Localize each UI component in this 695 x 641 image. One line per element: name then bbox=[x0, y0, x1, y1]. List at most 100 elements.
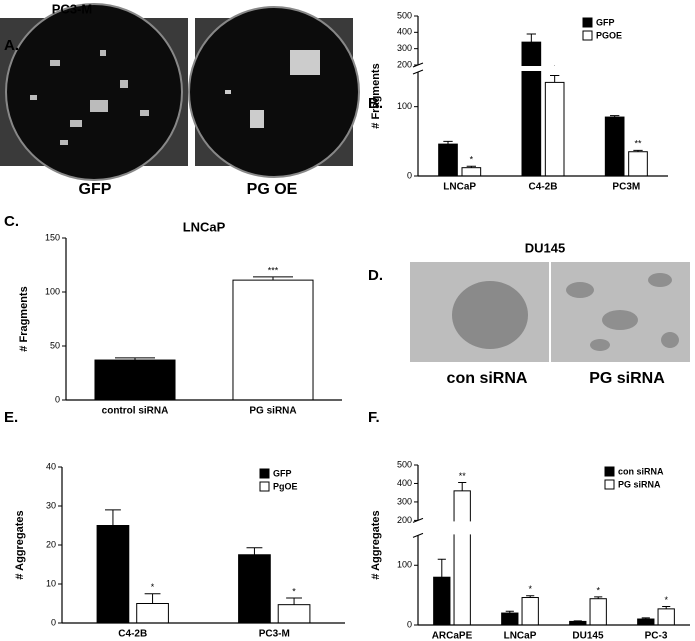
error-bar bbox=[594, 596, 603, 599]
x-tick-label: DU145 bbox=[572, 631, 604, 641]
y-tick-label: 0 bbox=[407, 619, 412, 629]
panel-title: DU145 bbox=[525, 240, 565, 255]
well bbox=[5, 3, 183, 181]
x-tick-label: C4-2B bbox=[529, 182, 558, 193]
legend-swatch bbox=[604, 479, 615, 490]
bar bbox=[136, 603, 169, 624]
y-tick-label: 10 bbox=[46, 578, 56, 588]
y-axis-label: # Aggregates bbox=[370, 510, 382, 579]
significance: * bbox=[596, 585, 600, 595]
fragments bbox=[225, 50, 320, 128]
bar bbox=[501, 612, 519, 626]
bar bbox=[461, 167, 482, 177]
y-tick-label: 300 bbox=[397, 496, 412, 506]
y-tick-label: 20 bbox=[46, 539, 56, 549]
bar bbox=[94, 359, 176, 401]
x-tick-label: PC3M bbox=[612, 182, 640, 193]
caption: PG OE bbox=[247, 181, 298, 198]
bar bbox=[589, 598, 607, 626]
x-tick-label: ARCaPE bbox=[432, 631, 473, 641]
error-bar bbox=[550, 74, 560, 83]
error-bar bbox=[526, 595, 535, 598]
x-tick-label: PG siRNA bbox=[249, 406, 296, 417]
error-bar bbox=[610, 115, 620, 118]
x-tick-label: LNCaP bbox=[443, 182, 476, 193]
panel-letter: F. bbox=[368, 409, 380, 426]
significance: * bbox=[292, 586, 296, 596]
well bbox=[188, 6, 360, 178]
y-tick-label: 400 bbox=[397, 478, 412, 488]
y-axis-label: # Fragments bbox=[18, 286, 30, 351]
bar bbox=[657, 608, 675, 626]
legend-label: con siRNA bbox=[618, 466, 664, 476]
error-bar bbox=[114, 357, 156, 361]
legend-swatch bbox=[604, 466, 615, 477]
error-bar bbox=[633, 149, 643, 152]
legend-label: GFP bbox=[273, 468, 292, 478]
error-bar bbox=[466, 165, 476, 168]
bar bbox=[628, 151, 648, 177]
panel-letter: D. bbox=[368, 267, 383, 284]
significance: ** bbox=[634, 139, 642, 149]
significance: *** bbox=[268, 265, 279, 275]
y-tick-label: 100 bbox=[397, 560, 412, 570]
bar bbox=[238, 554, 271, 624]
y-tick-label: 100 bbox=[397, 101, 412, 111]
panel-letter: A. bbox=[4, 37, 19, 54]
legend-label: GFP bbox=[596, 17, 615, 27]
panel-title: PC3-M bbox=[52, 1, 92, 16]
y-tick-label: 50 bbox=[50, 340, 60, 350]
y-axis-label: # Aggregates bbox=[14, 510, 26, 579]
bar bbox=[521, 597, 539, 626]
y-tick-label: 0 bbox=[407, 170, 412, 180]
caption: con siRNA bbox=[447, 370, 528, 387]
error-bar bbox=[144, 593, 161, 604]
error-bar bbox=[286, 597, 302, 605]
significance: * bbox=[151, 582, 155, 592]
legend-label: PGOE bbox=[596, 30, 622, 40]
error-bar bbox=[573, 620, 582, 622]
y-tick-label: 500 bbox=[397, 10, 412, 20]
y-tick-label: 30 bbox=[46, 500, 56, 510]
bar bbox=[433, 576, 451, 626]
error-bar bbox=[437, 558, 446, 578]
legend-swatch bbox=[582, 30, 593, 41]
bar bbox=[521, 41, 542, 177]
y-tick-label: 400 bbox=[397, 27, 412, 37]
error-bar bbox=[641, 617, 650, 620]
y-tick-label: 300 bbox=[397, 43, 412, 53]
bar bbox=[438, 143, 458, 177]
panel-letter: B. bbox=[368, 95, 383, 112]
significance: * bbox=[528, 584, 532, 594]
bar bbox=[453, 490, 471, 626]
x-tick-label: control siRNA bbox=[102, 406, 169, 417]
y-tick-label: 200 bbox=[397, 515, 412, 525]
x-tick-label: LNCaP bbox=[504, 631, 537, 641]
panel-title: LNCaP bbox=[183, 219, 226, 234]
x-tick-label: PC3-M bbox=[259, 629, 290, 640]
legend-label: PG siRNA bbox=[618, 479, 661, 489]
error-bar bbox=[526, 33, 536, 43]
y-tick-label: 200 bbox=[397, 59, 412, 69]
y-axis-label: # Fragments bbox=[370, 63, 382, 128]
significance: * bbox=[664, 595, 668, 605]
bar bbox=[96, 525, 130, 624]
bar bbox=[232, 279, 314, 401]
axis-break bbox=[412, 521, 690, 535]
bar bbox=[604, 116, 625, 177]
significance: ** bbox=[459, 471, 467, 481]
bar bbox=[637, 618, 655, 626]
legend-swatch bbox=[259, 468, 270, 479]
legend-swatch bbox=[582, 17, 593, 28]
bar bbox=[277, 604, 311, 624]
cell-cluster bbox=[452, 281, 528, 349]
bar bbox=[544, 81, 565, 177]
y-tick-label: 0 bbox=[51, 617, 56, 627]
cell-clusters bbox=[566, 273, 679, 351]
y-tick-label: 150 bbox=[45, 232, 60, 242]
legend-swatch bbox=[259, 481, 270, 492]
fragments bbox=[30, 50, 149, 145]
caption: PG siRNA bbox=[589, 370, 665, 387]
legend-label: PgOE bbox=[273, 481, 298, 491]
